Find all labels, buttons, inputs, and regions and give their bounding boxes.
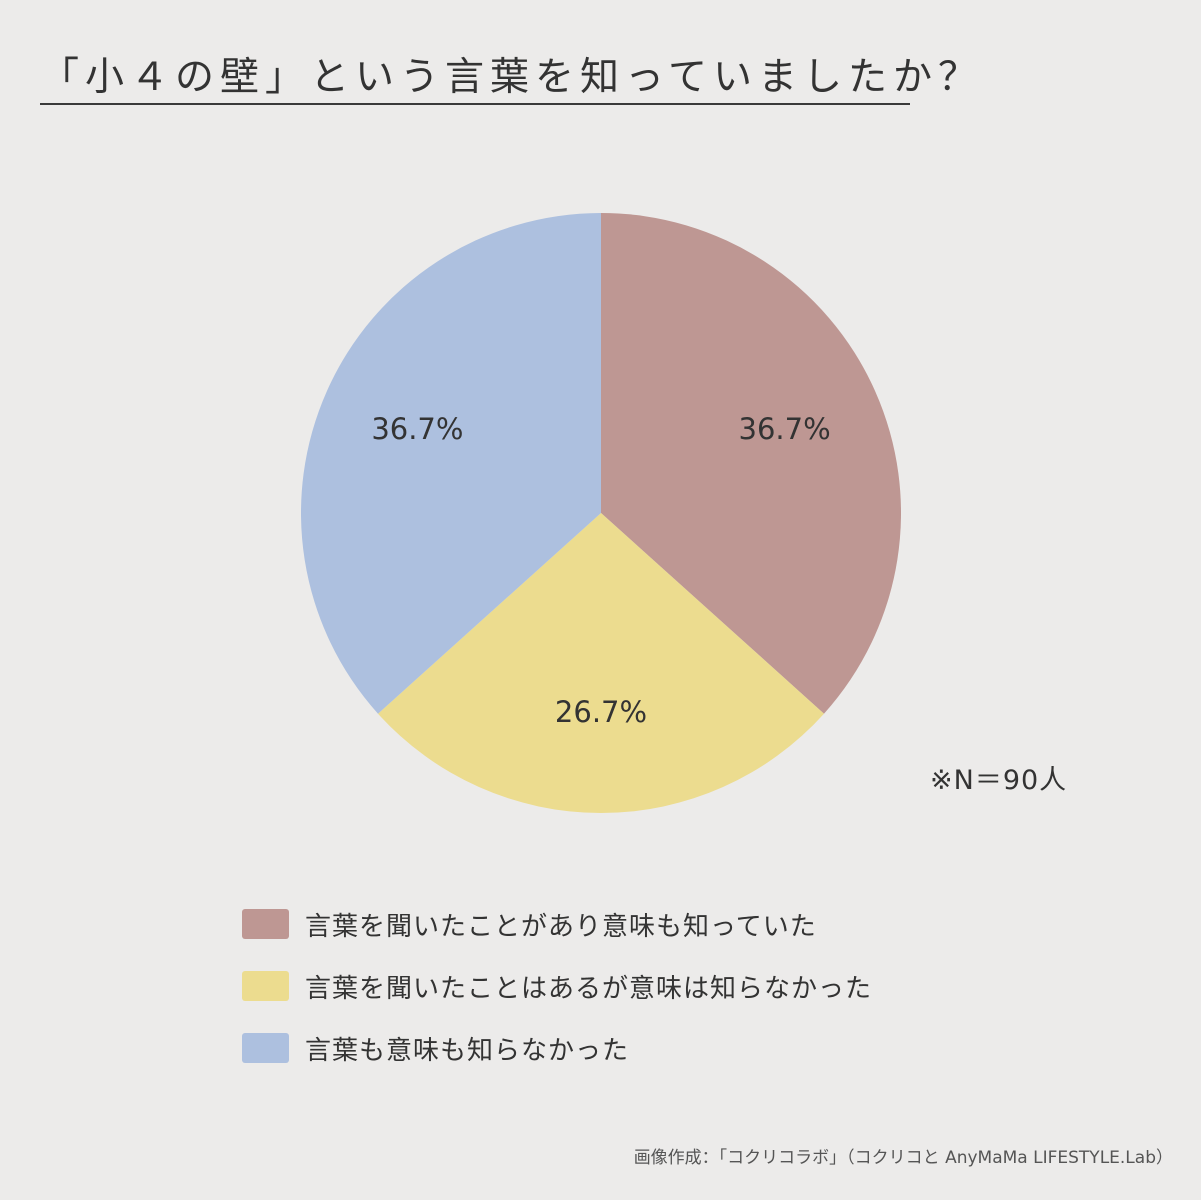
slice-label-unknown: 36.7% <box>371 412 463 446</box>
legend-swatch-unknown <box>242 1033 289 1063</box>
sample-size-note: ※N＝90人 <box>930 765 1068 796</box>
title-underline <box>40 103 910 105</box>
pie-slice-unknown <box>301 213 601 714</box>
legend-swatch-known <box>242 909 289 939</box>
pie-slice-known <box>601 213 901 714</box>
image-credit: 画像作成：「コクリコラボ」（コクリコと AnyMaMa LIFESTYLE.La… <box>633 1148 1173 1168</box>
legend-label-known: 言葉を聞いたことがあり意味も知っていた <box>305 911 817 942</box>
legend-label-unknown: 言葉も意味も知らなかった <box>305 1035 630 1066</box>
legend-item-unknown: 言葉も意味も知らなかった <box>242 1029 872 1067</box>
legend-swatch-heard-only <box>242 971 289 1001</box>
slice-label-heard-only: 26.7% <box>555 695 647 729</box>
legend-item-heard-only: 言葉を聞いたことはあるが意味は知らなかった <box>242 967 872 1005</box>
legend-label-heard-only: 言葉を聞いたことはあるが意味は知らなかった <box>305 973 873 1004</box>
slice-label-known: 36.7% <box>739 412 831 446</box>
chart-title: 「小４の壁」という言葉を知っていましたか？ <box>40 55 984 100</box>
pie-slice-heard-only <box>378 513 824 813</box>
legend-item-known: 言葉を聞いたことがあり意味も知っていた <box>242 905 872 943</box>
legend: 言葉を聞いたことがあり意味も知っていた 言葉を聞いたことはあるが意味は知らなかっ… <box>242 905 872 1091</box>
